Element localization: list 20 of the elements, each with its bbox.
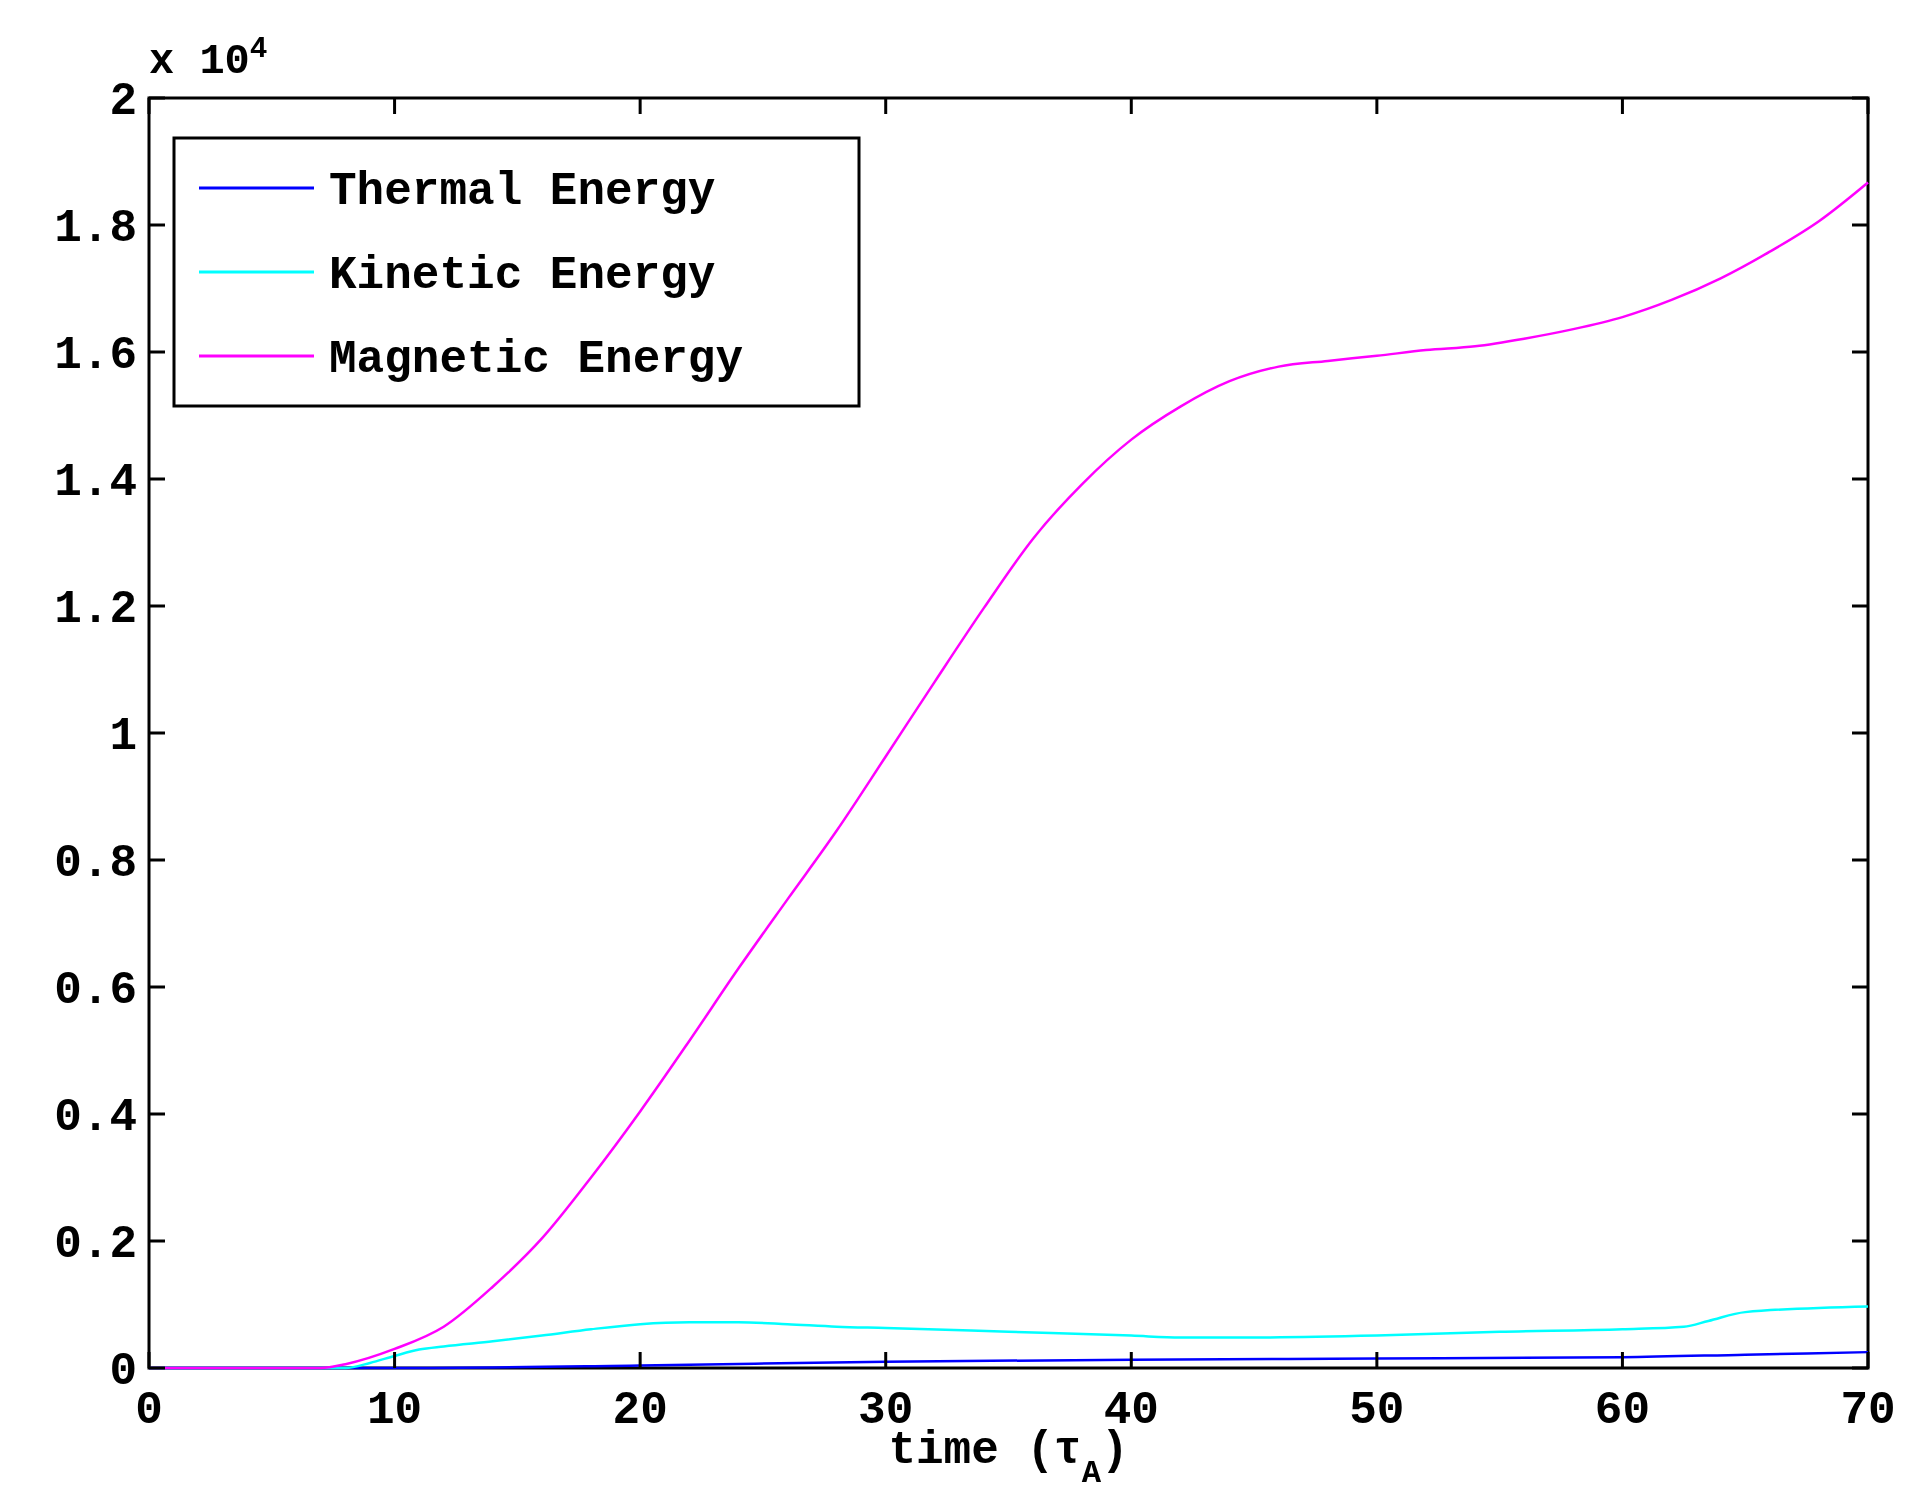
y-tick-label: 0	[109, 1346, 137, 1399]
x-tick-label: 20	[612, 1385, 668, 1437]
x-tick-label: 10	[366, 1385, 423, 1437]
x-tick-label: 50	[1349, 1385, 1405, 1437]
x-tick-label: 60	[1594, 1385, 1651, 1437]
y-tick-label: 1.6	[54, 330, 137, 383]
legend-label: Thermal Energy	[329, 166, 716, 219]
y-tick-label: 0.4	[54, 1092, 137, 1145]
legend-label: Magnetic Energy	[329, 334, 744, 387]
y-tick-label: 1.4	[54, 457, 137, 510]
text: x 10$^{4}$	[149, 32, 268, 86]
y-tick-label: 1.2	[54, 584, 137, 637]
legend-label: Kinetic Energy	[329, 250, 716, 303]
y-tick-label: 0.2	[54, 1219, 137, 1272]
y-tick-label: 1.8	[54, 203, 137, 256]
y-tick-label: 0.6	[54, 965, 137, 1018]
y-tick-label: 1	[109, 711, 137, 764]
y-tick-label: 0.8	[54, 838, 137, 891]
x-tick-label: 70	[1840, 1385, 1896, 1437]
y-tick-label: 2	[109, 76, 137, 129]
